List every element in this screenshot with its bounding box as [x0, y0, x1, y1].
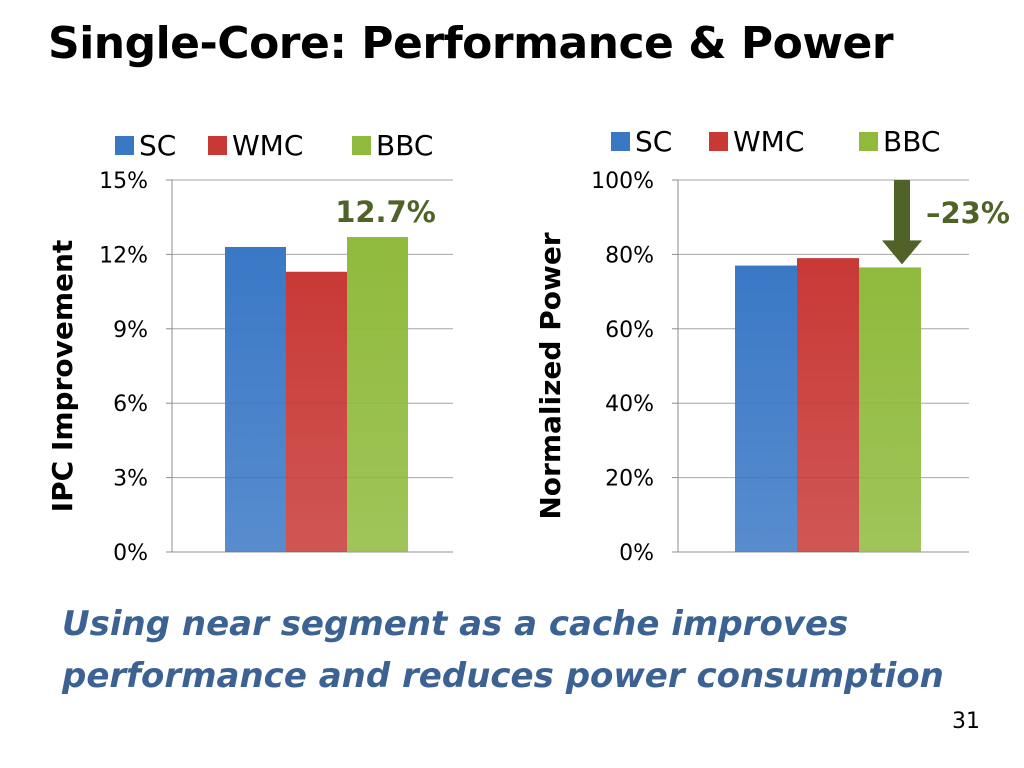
bar-sc-1: [225, 246, 286, 552]
y-tick-label-1: 15%: [99, 169, 148, 194]
page-number: 31: [952, 709, 980, 734]
y-tick-label-1: 12%: [99, 243, 148, 268]
legend-label-wmc-1: WMC: [232, 129, 303, 162]
legend-label-sc-1: SC: [139, 129, 176, 162]
legend-label-bbc-1: BBC: [376, 129, 433, 162]
y-tick-label-2: 100%: [591, 169, 654, 194]
y-tick-label-2: 0%: [619, 541, 654, 566]
y-tick-label-1: 3%: [113, 467, 148, 492]
legend-swatch-bbc-1: [352, 136, 371, 155]
bar-bbc-1: [347, 237, 408, 553]
y-tick-label-2: 20%: [605, 467, 654, 492]
y-tick-label-1: 9%: [113, 318, 148, 343]
bar-wmc-2: [797, 258, 859, 552]
conclusion-line-1: Using near segment as a cache improves: [62, 604, 849, 644]
legend-label-sc-2: SC: [635, 125, 672, 158]
y-tick-label-2: 80%: [605, 243, 654, 268]
y-tick-label-2: 40%: [605, 392, 654, 417]
y-axis-label-1: IPC Improvement: [46, 240, 79, 513]
bar-wmc-1: [286, 271, 347, 552]
bar-sc-2: [735, 265, 797, 552]
y-tick-label-1: 6%: [113, 392, 148, 417]
conclusion-line-2: performance and reduces power consumptio…: [62, 656, 944, 696]
legend-swatch-sc-2: [611, 132, 630, 151]
down-arrow-icon: [882, 180, 922, 265]
legend-label-bbc-2: BBC: [883, 125, 940, 158]
legend-swatch-wmc-1: [208, 136, 227, 155]
y-tick-label-1: 0%: [113, 541, 148, 566]
annotation-power: –23%: [926, 196, 1010, 230]
legend-swatch-bbc-2: [859, 132, 878, 151]
annotation-ipc: 12.7%: [335, 195, 436, 229]
legend-label-wmc-2: WMC: [733, 125, 804, 158]
y-tick-label-2: 60%: [605, 318, 654, 343]
legend-swatch-sc-1: [115, 136, 134, 155]
bar-bbc-2: [859, 267, 921, 552]
y-axis-label-2: Normalized Power: [534, 232, 567, 519]
conclusion-text: Using near segment as a cache improves p…: [62, 598, 944, 702]
slide-title: Single-Core: Performance & Power: [48, 18, 894, 69]
legend-swatch-wmc-2: [709, 132, 728, 151]
